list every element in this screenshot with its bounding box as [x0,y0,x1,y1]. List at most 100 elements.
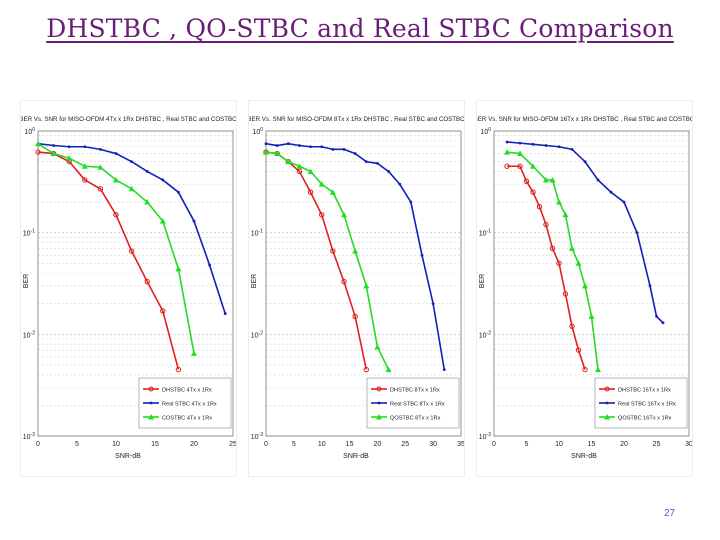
series-line [37,151,180,370]
data-point [97,186,104,192]
data-point [364,160,368,164]
data-point [549,176,556,183]
data-point [588,313,595,319]
legend: DHSTBC 16Tx x 1Rx Real STBC 16Tx x 1Rx QOS… [594,377,688,429]
x-tick-label: 0 [36,441,40,448]
series-line [506,141,664,324]
y-tick-label: 10-2 [23,330,35,339]
data-point [67,145,71,149]
data-point [442,368,446,371]
data-point [582,366,588,373]
data-point [518,141,522,145]
data-point [81,163,88,169]
series-1 [505,140,665,325]
data-point [352,248,359,254]
x-tick-label: 25 [229,441,236,448]
x-tick-label: 15 [151,441,159,448]
data-point [113,176,119,183]
data-point [264,142,268,146]
legend-marker [148,386,154,392]
y-tick-label: 10-2 [479,330,491,339]
x-axis-label: SNR-dB [571,453,597,460]
data-point [331,147,335,151]
legend-label: Real STBC 4Tx x 1Rx [162,402,217,408]
data-point [363,282,370,289]
data-point [191,350,197,356]
legend-marker [376,414,382,420]
data-point [398,182,402,186]
data-point [320,145,324,149]
data-point [431,302,435,306]
y-tick-label: 10-3 [479,432,491,441]
data-point [159,218,166,224]
chart-title: BER Vs. SNR for MISO-OFDM 4Tx x 1Rx DHST… [21,116,236,123]
data-point [275,144,279,147]
legend-marker [148,414,154,420]
data-point [556,260,562,266]
data-point [596,178,600,182]
series-0 [504,163,588,373]
data-point [341,278,347,285]
x-tick-label: 0 [492,441,496,448]
data-point [575,347,582,353]
y-axis-label: BER [479,274,486,288]
data-point [352,313,358,320]
series-0 [263,149,369,373]
data-point [530,163,536,169]
y-tick-label: 10-3 [251,432,263,441]
y-axis-label: BER [23,274,30,288]
slide-title: DHSTBC , QO-STBC and Real STBC Compariso… [46,14,674,43]
data-point [353,152,357,155]
x-tick-label: 25 [401,441,409,448]
ber-chart-4tx: BER Vs. SNR for MISO-OFDM 4Tx x 1Rx DHST… [21,116,236,460]
data-point [177,190,180,194]
data-point [160,308,166,314]
data-point [263,149,269,155]
ber-chart-16tx: BER Vs. SNR for MISO-OFDM 16Tx x 1Rx DHS… [477,116,692,460]
data-point [223,312,227,315]
data-point [208,263,212,267]
plot-frame [37,130,234,437]
data-point [286,142,290,146]
data-point [35,140,41,147]
y-tick-label: 10-1 [251,229,263,238]
legend: DHSTBC 8Tx x 1Rx Real STBC 8Tx x 1Rx QOSTB… [366,377,460,429]
x-tick-label: 10 [112,441,120,448]
series-1 [264,142,446,371]
x-tick-label: 10 [318,441,326,448]
data-point [82,177,88,183]
data-point [505,140,509,144]
data-point [309,145,312,149]
chart-title: BER Vs. SNR for MISO-OFDM 16Tx x 1Rx DHS… [477,116,692,123]
data-point [569,245,575,251]
data-point [114,152,118,155]
series-line [37,142,226,314]
y-tick-label: 10-1 [479,229,491,238]
data-point [557,145,561,149]
ber-chart-panel-8tx: BER Vs. SNR for MISO-OFDM 8Tx x 1Rx DHST… [248,100,465,477]
series-2 [504,149,601,373]
data-point [609,190,613,194]
x-tick-label: 15 [346,441,354,448]
data-point [329,189,336,195]
series-2 [35,140,197,356]
x-tick-label: 20 [374,441,382,448]
data-point [517,163,523,169]
data-point [583,160,587,164]
data-point [543,176,549,183]
data-point [536,204,543,210]
legend-label: COSTBC 4Tx x 1Rx [162,416,212,422]
x-axis-label: SNR-dB [343,453,369,460]
series-1 [36,142,227,315]
data-point [175,366,182,373]
x-tick-label: 0 [264,441,268,448]
series-2 [263,149,392,373]
x-tick-label: 30 [685,441,692,448]
x-tick-label: 5 [75,441,79,448]
data-point [175,265,182,272]
legend-marker [604,414,610,420]
data-point [562,291,569,297]
data-point [307,168,314,174]
data-point [66,155,73,161]
data-point [595,366,601,373]
